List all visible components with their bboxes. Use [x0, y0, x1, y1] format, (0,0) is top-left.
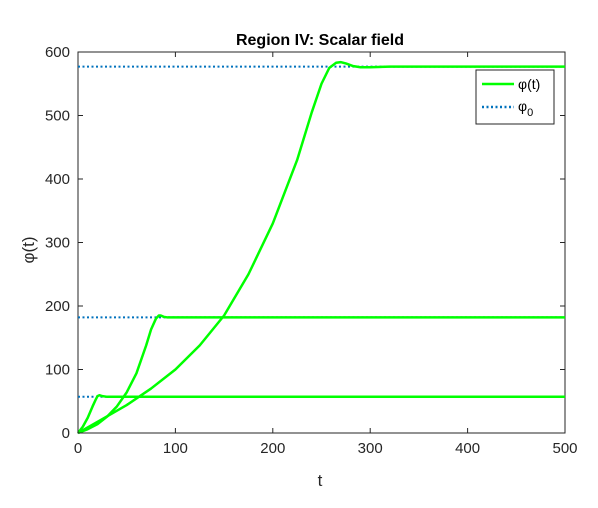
y-tick-label: 400	[45, 171, 70, 188]
y-axis-label: φ(t)	[19, 236, 38, 263]
x-tick-label: 0	[74, 440, 82, 457]
axis-ticks: 0 100 200 300 400 500 0 100 200 300 400 500 600	[45, 44, 578, 457]
legend-box	[475, 69, 555, 125]
x-tick-label: 500	[552, 440, 577, 457]
legend-label-phi0-base: φ	[518, 98, 527, 114]
x-tick-label: 100	[163, 440, 188, 457]
x-tick-label: 400	[455, 440, 480, 457]
x-tick-label: 200	[260, 440, 285, 457]
chart-title: Region IV: Scalar field	[236, 32, 404, 49]
y-tick-label: 200	[45, 298, 70, 315]
legend: φ(t) φ0	[475, 69, 555, 125]
x-axis-label: t	[318, 471, 323, 490]
x-tick-label: 300	[358, 440, 383, 457]
y-tick-label: 300	[45, 235, 70, 252]
legend-label-phi0-subscript: 0	[527, 107, 533, 119]
legend-label-phi0: φ0	[518, 98, 533, 119]
legend-label-phi: φ(t)	[518, 76, 540, 92]
series-line-2	[77, 60, 565, 435]
series-line-0	[77, 393, 565, 434]
y-tick-label: 600	[45, 44, 70, 61]
y-tick-label: 0	[62, 425, 70, 442]
y-tick-label: 500	[45, 108, 70, 125]
y-tick-label: 100	[45, 362, 70, 379]
